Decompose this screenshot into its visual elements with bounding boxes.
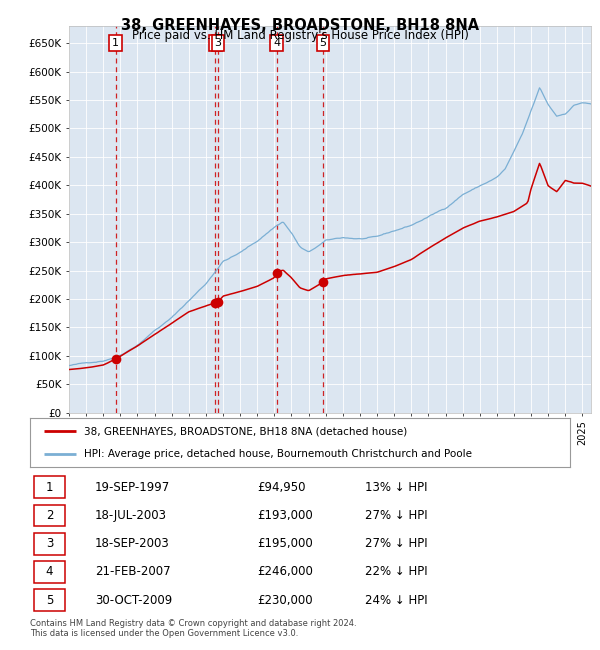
- Text: 3: 3: [215, 38, 221, 48]
- Text: 30-OCT-2009: 30-OCT-2009: [95, 593, 172, 606]
- Text: 22% ↓ HPI: 22% ↓ HPI: [365, 566, 427, 578]
- Text: 18-SEP-2003: 18-SEP-2003: [95, 537, 170, 550]
- Text: 38, GREENHAYES, BROADSTONE, BH18 8NA (detached house): 38, GREENHAYES, BROADSTONE, BH18 8NA (de…: [84, 426, 407, 436]
- Text: Price paid vs. HM Land Registry's House Price Index (HPI): Price paid vs. HM Land Registry's House …: [131, 29, 469, 42]
- Text: 24% ↓ HPI: 24% ↓ HPI: [365, 593, 427, 606]
- Text: This data is licensed under the Open Government Licence v3.0.: This data is licensed under the Open Gov…: [30, 629, 298, 638]
- FancyBboxPatch shape: [34, 533, 65, 554]
- Text: 38, GREENHAYES, BROADSTONE, BH18 8NA: 38, GREENHAYES, BROADSTONE, BH18 8NA: [121, 18, 479, 32]
- Text: £193,000: £193,000: [257, 509, 313, 522]
- Text: £195,000: £195,000: [257, 537, 313, 550]
- Text: 2: 2: [212, 38, 219, 48]
- Text: 1: 1: [112, 38, 119, 48]
- FancyBboxPatch shape: [34, 504, 65, 526]
- Text: 3: 3: [46, 537, 53, 550]
- Text: 27% ↓ HPI: 27% ↓ HPI: [365, 509, 427, 522]
- Text: 13% ↓ HPI: 13% ↓ HPI: [365, 481, 427, 494]
- Text: £94,950: £94,950: [257, 481, 305, 494]
- Text: 27% ↓ HPI: 27% ↓ HPI: [365, 537, 427, 550]
- Text: HPI: Average price, detached house, Bournemouth Christchurch and Poole: HPI: Average price, detached house, Bour…: [84, 448, 472, 458]
- Text: 19-SEP-1997: 19-SEP-1997: [95, 481, 170, 494]
- Text: 5: 5: [46, 593, 53, 606]
- Text: 2: 2: [46, 509, 53, 522]
- Text: 21-FEB-2007: 21-FEB-2007: [95, 566, 170, 578]
- Text: Contains HM Land Registry data © Crown copyright and database right 2024.: Contains HM Land Registry data © Crown c…: [30, 619, 356, 628]
- Text: 1: 1: [46, 481, 53, 494]
- FancyBboxPatch shape: [34, 476, 65, 498]
- FancyBboxPatch shape: [34, 561, 65, 583]
- Text: 5: 5: [319, 38, 326, 48]
- Text: 4: 4: [273, 38, 280, 48]
- Text: 4: 4: [46, 566, 53, 578]
- Text: 18-JUL-2003: 18-JUL-2003: [95, 509, 167, 522]
- FancyBboxPatch shape: [34, 590, 65, 611]
- Text: £246,000: £246,000: [257, 566, 313, 578]
- Text: £230,000: £230,000: [257, 593, 313, 606]
